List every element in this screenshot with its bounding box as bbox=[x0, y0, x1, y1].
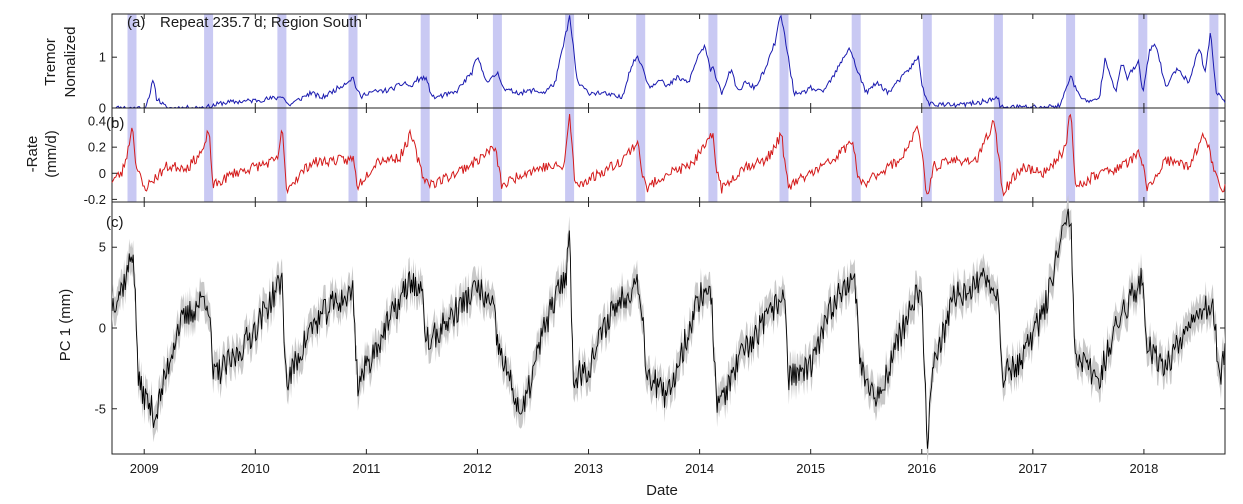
panel-a-event-1 bbox=[204, 14, 214, 108]
xtick-label-2013: 2013 bbox=[574, 461, 603, 476]
panel-c: -5 0 5 2009 2010 2011 2012 2013 2014 2015 2016 201… bbox=[57, 194, 1226, 476]
panel-b-event-4 bbox=[420, 108, 430, 202]
panel-b-event-shading bbox=[127, 108, 1219, 202]
x-axis-tick-labels: 2009 2010 2011 2012 2013 2014 2015 2016 2017 2018 bbox=[130, 461, 1159, 476]
xtick-label-2014: 2014 bbox=[685, 461, 714, 476]
panel-b-event-13 bbox=[1066, 108, 1076, 202]
panel-a-title: Repeat 235.7 d; Region South bbox=[160, 14, 362, 31]
panel-a: 01 (a) Repeat 235.7 d; Region South Trem… bbox=[42, 13, 1226, 116]
panel-b-event-9 bbox=[779, 108, 789, 202]
panel-a-event-0 bbox=[127, 14, 137, 108]
panel-c-frame bbox=[111, 201, 1226, 455]
panel-a-event-7 bbox=[636, 14, 646, 108]
panel-c-ytick-label-1: 0 bbox=[99, 321, 106, 336]
panel-b-event-5 bbox=[492, 108, 502, 202]
panel-a-ytick-label-1: 1 bbox=[99, 50, 106, 65]
panel-b-event-3 bbox=[348, 108, 358, 202]
panel-b-event-0 bbox=[127, 108, 137, 202]
panel-b-series bbox=[111, 113, 1226, 197]
panel-b-ytick-label-3: 0.4 bbox=[88, 114, 106, 129]
xtick-label-2018: 2018 bbox=[1129, 461, 1158, 476]
panel-a-event-2 bbox=[277, 14, 287, 108]
pc1-line bbox=[111, 208, 1226, 449]
panel-a-label: (a) bbox=[127, 14, 145, 31]
xtick-label-2017: 2017 bbox=[1018, 461, 1047, 476]
panel-a-event-15 bbox=[1209, 14, 1219, 108]
xtick-label-2011: 2011 bbox=[352, 461, 380, 476]
panel-a-event-11 bbox=[922, 14, 932, 108]
panel-b-event-1 bbox=[204, 108, 214, 202]
panel-b-event-11 bbox=[922, 108, 932, 202]
panel-b-event-14 bbox=[1138, 108, 1148, 202]
panel-a-y-ticks: 01 bbox=[99, 50, 1225, 116]
panel-b-label: (b) bbox=[106, 115, 124, 132]
panel-a-ytick-label-0: 0 bbox=[99, 101, 106, 116]
xtick-label-2010: 2010 bbox=[241, 461, 270, 476]
x-axis-label: Date bbox=[646, 482, 678, 499]
xtick-label-2015: 2015 bbox=[796, 461, 825, 476]
panel-b-event-15 bbox=[1209, 108, 1219, 202]
panel-a-event-5 bbox=[492, 14, 502, 108]
panel-b-ylabel-line2: (mm/d) bbox=[43, 130, 60, 178]
panel-b-event-8 bbox=[708, 108, 718, 202]
panel-b-event-2 bbox=[277, 108, 287, 202]
panel-a-event-10 bbox=[851, 14, 861, 108]
panel-a-event-4 bbox=[420, 14, 430, 108]
panel-b-ytick-label-1: 0 bbox=[99, 166, 106, 181]
panel-c-label: (c) bbox=[106, 214, 124, 231]
panel-c-ytick-label-0: -5 bbox=[94, 401, 106, 416]
panel-a-event-13 bbox=[1066, 14, 1076, 108]
panel-b-ytick-label-2: 0.2 bbox=[88, 140, 106, 155]
xtick-label-2016: 2016 bbox=[907, 461, 936, 476]
panel-a-event-8 bbox=[708, 14, 718, 108]
panel-b-y-ticks: -0.2 0 0.2 0.4 bbox=[84, 114, 1225, 207]
panel-b-event-7 bbox=[636, 108, 646, 202]
xtick-label-2009: 2009 bbox=[130, 461, 159, 476]
panel-b-ylabel-line1: -Rate bbox=[24, 136, 41, 173]
panel-a-event-3 bbox=[348, 14, 358, 108]
panel-a-event-9 bbox=[779, 14, 789, 108]
panel-c-series bbox=[111, 208, 1226, 449]
panel-c-ylabel: PC 1 (mm) bbox=[57, 289, 74, 362]
panel-a-ylabel-line1: Tremor bbox=[42, 38, 59, 86]
panel-b: -0.2 0 0.2 0.4 (b) -Rate (mm/d) bbox=[24, 107, 1226, 207]
panel-b-event-10 bbox=[851, 108, 861, 202]
xtick-label-2012: 2012 bbox=[463, 461, 492, 476]
panel-c-x-ticks bbox=[143, 202, 1145, 454]
panel-c-uncertainty-band bbox=[112, 194, 1225, 464]
panel-a-ylabel-line2: Nomalized bbox=[62, 27, 79, 98]
panel-a-event-14 bbox=[1138, 14, 1148, 108]
pc1-uncertainty-band bbox=[112, 194, 1225, 464]
panel-b-event-6 bbox=[565, 108, 575, 202]
panel-c-y-ticks: -5 0 5 bbox=[94, 240, 1225, 416]
panel-a-x-ticks bbox=[143, 14, 1145, 108]
panel-b-x-ticks bbox=[143, 108, 1145, 202]
panel-a-event-6 bbox=[565, 14, 575, 108]
panel-a-event-12 bbox=[993, 14, 1003, 108]
rate-line bbox=[111, 113, 1226, 197]
panel-a-event-shading bbox=[127, 14, 1219, 108]
panel-c-ytick-label-2: 5 bbox=[99, 240, 106, 255]
panel-b-ytick-label-0: -0.2 bbox=[84, 192, 106, 207]
